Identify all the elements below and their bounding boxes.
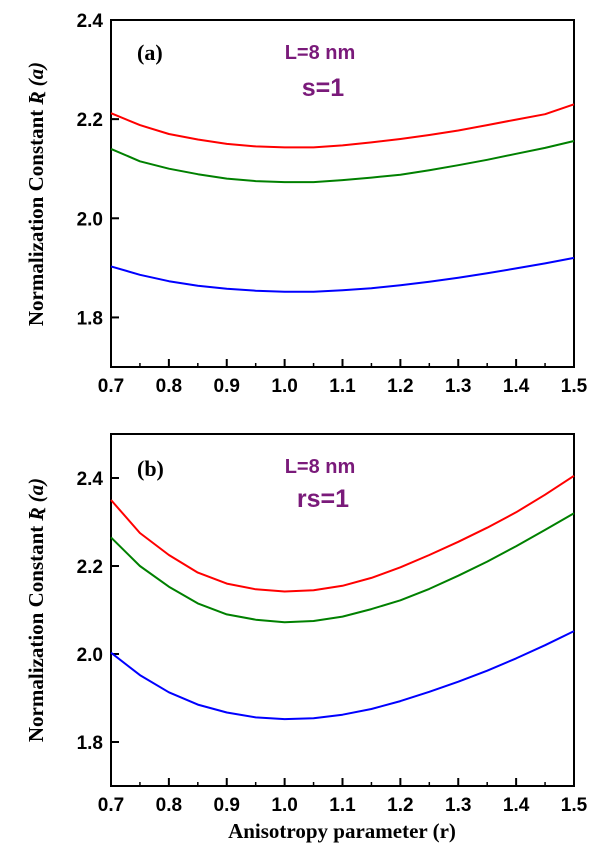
x-tick-label: 0.9 bbox=[214, 795, 240, 816]
series-lines bbox=[110, 103, 575, 293]
y-tick-label: 2.0 bbox=[77, 209, 103, 230]
series-line-1 bbox=[110, 103, 575, 149]
x-tick-label: 1.2 bbox=[387, 795, 413, 816]
series-line-3 bbox=[110, 256, 575, 293]
y-axis-title-text: Normalization Constant bbox=[24, 520, 48, 742]
x-tick-label: 1.1 bbox=[329, 376, 356, 397]
annotation-parameter: rs=1 bbox=[297, 485, 349, 513]
x-tick-label: 0.7 bbox=[98, 376, 124, 397]
annotation-length: L=8 nm bbox=[285, 42, 356, 64]
x-tick-label: 1.5 bbox=[561, 376, 588, 397]
y-tick-label: 2.0 bbox=[77, 645, 103, 666]
y-axis-title-symbol: Ʀ (a) bbox=[24, 478, 48, 522]
x-tick-label: 1.5 bbox=[561, 795, 588, 816]
x-axis-title: Anisotropy parameter (r) bbox=[228, 819, 456, 843]
x-tick-label: 1.1 bbox=[329, 795, 356, 816]
series-line-2 bbox=[110, 140, 575, 184]
x-tick-label: 0.7 bbox=[98, 795, 124, 816]
y-tick-label: 1.8 bbox=[77, 733, 103, 754]
x-tick-label: 1.4 bbox=[503, 376, 530, 397]
y-tick-label: 1.8 bbox=[77, 308, 103, 329]
plot-frame bbox=[110, 19, 575, 368]
y-ticks: 1.8 2.0 2.2 2.4 bbox=[77, 469, 119, 754]
x-tick-label: 0.8 bbox=[156, 376, 182, 397]
x-tick-label: 1.4 bbox=[503, 795, 530, 816]
x-tick-label: 0.8 bbox=[156, 795, 182, 816]
panel-label: (a) bbox=[137, 40, 163, 65]
y-tick-label: 2.2 bbox=[77, 110, 103, 131]
series-line-2 bbox=[110, 512, 575, 624]
y-axis-title-symbol: Ʀ (a) bbox=[24, 62, 48, 106]
x-ticks: 0.7 0.8 0.9 1.0 1.1 1.2 1.3 1.4 1.5 bbox=[98, 359, 588, 397]
y-axis-title: Normalization Constant Ʀ (a) bbox=[24, 478, 48, 742]
y-ticks: 1.8 2.0 2.2 2.4 bbox=[77, 11, 119, 329]
x-tick-label: 1.0 bbox=[271, 795, 297, 816]
panel-a: 0.7 0.8 0.9 1.0 1.1 1.2 1.3 1.4 1.5 1.8 2.0 2.2 2.4… bbox=[24, 11, 588, 397]
panel-label: (b) bbox=[137, 456, 164, 481]
x-tick-label: 1.0 bbox=[271, 376, 297, 397]
y-axis-title-text: Normalization Constant bbox=[24, 104, 48, 326]
series-line-1 bbox=[110, 474, 575, 593]
y-tick-label: 2.2 bbox=[77, 557, 103, 578]
annotation-parameter: s=1 bbox=[302, 74, 345, 102]
y-tick-label: 2.4 bbox=[77, 11, 104, 32]
series-lines bbox=[110, 474, 575, 721]
y-tick-label: 2.4 bbox=[77, 469, 104, 490]
series-line-3 bbox=[110, 630, 575, 721]
x-tick-label: 1.2 bbox=[387, 376, 413, 397]
x-tick-label: 1.3 bbox=[445, 376, 471, 397]
y-axis-title: Normalization Constant Ʀ (a) bbox=[24, 62, 48, 326]
x-tick-label: 0.9 bbox=[214, 376, 240, 397]
annotation-length: L=8 nm bbox=[285, 456, 356, 478]
x-ticks: 0.7 0.8 0.9 1.0 1.1 1.2 1.3 1.4 1.5 bbox=[98, 778, 588, 816]
panel-b: 0.7 0.8 0.9 1.0 1.1 1.2 1.3 1.4 1.5 1.8 2.0 2.2 2.4… bbox=[24, 433, 588, 816]
x-tick-label: 1.3 bbox=[445, 795, 471, 816]
